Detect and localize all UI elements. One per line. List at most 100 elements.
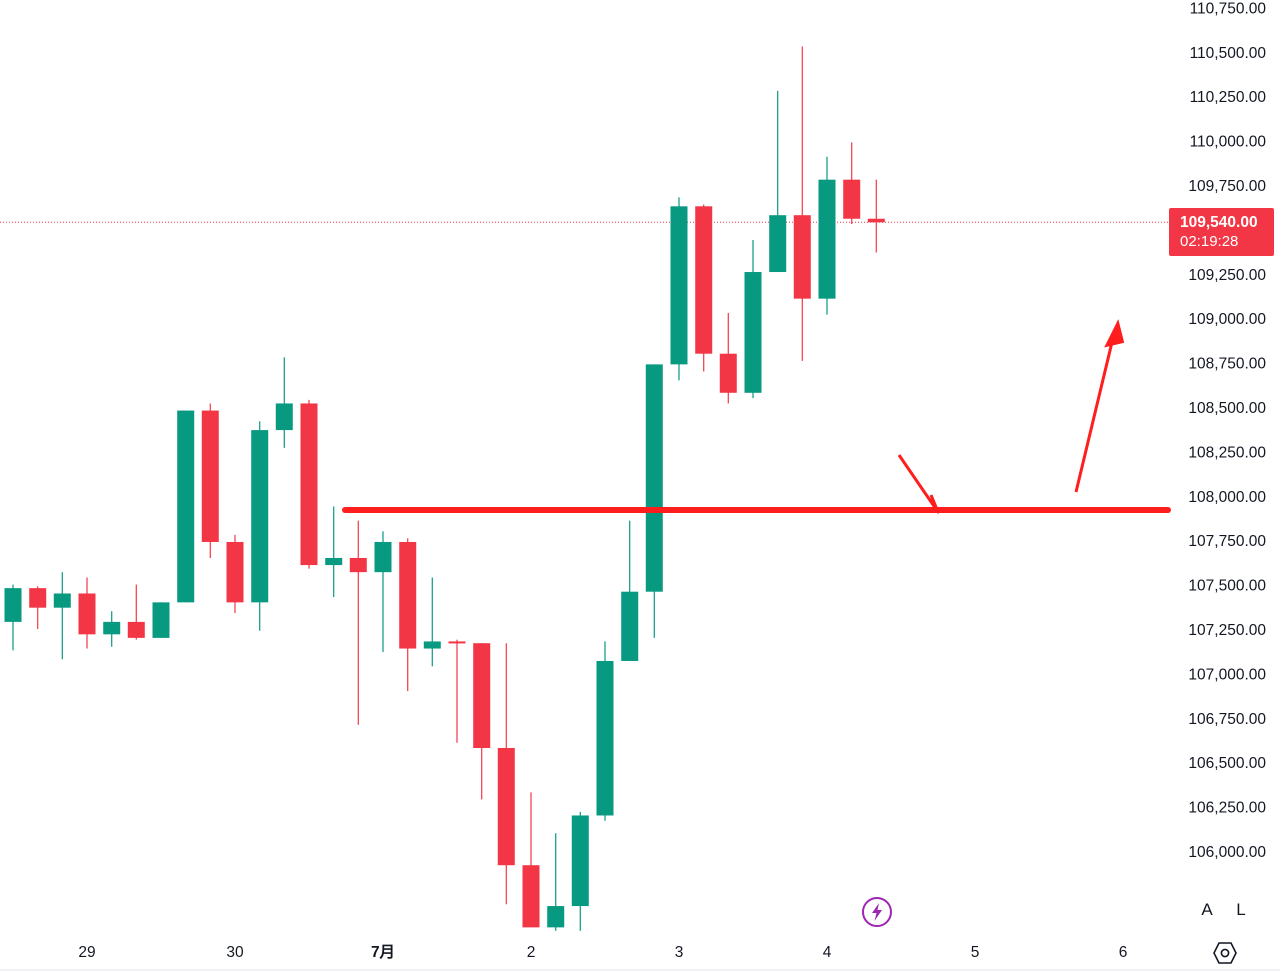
candle-body [645,364,663,592]
lightning-icon[interactable] [861,896,893,928]
candle [423,577,441,667]
candle-body [843,179,861,219]
price-tick-label: 110,000.00 [1190,134,1267,151]
candle [177,410,195,603]
price-tick-label: 108,000.00 [1188,489,1266,506]
candle-body [596,660,614,816]
price-tick-label: 108,500.00 [1188,400,1266,417]
candle [497,643,515,905]
candle [325,506,343,598]
candle [53,572,71,660]
price-tick-label: 106,500.00 [1188,755,1266,772]
price-tick-label: 109,000.00 [1188,311,1266,328]
candle [843,142,861,225]
price-axis[interactable]: 110,750.00 110,500.00 110,250.00 110,000.00… [1188,0,1266,861]
price-tick-label: 107,500.00 [1188,578,1266,595]
candle-body [769,215,787,273]
candle [695,204,713,372]
candle [571,811,589,931]
time-tick-label: 3 [675,944,684,961]
candle-countdown: 02:19:28 [1180,233,1239,250]
candle-body [522,865,540,928]
pullback-arrow [897,454,940,514]
candle-body [621,591,639,661]
candle [621,520,639,661]
candle-body [399,541,417,649]
price-tick-label: 110,750.00 [1190,0,1267,17]
candle [201,403,219,558]
candle [78,577,96,649]
candle [29,586,47,629]
candle-body [4,588,22,622]
price-tick-label: 108,750.00 [1188,356,1266,373]
candle [300,399,318,569]
candle [399,538,417,692]
time-tick-label: 6 [1119,944,1128,961]
time-tick-label: 2 [527,944,536,961]
candle [744,240,762,399]
time-tick-label: 4 [823,944,832,961]
candle [226,534,244,614]
candle [152,602,170,638]
price-tick-label: 110,250.00 [1190,89,1267,106]
candle-body [670,206,688,365]
candle [473,643,491,800]
price-tick-label: 106,750.00 [1188,711,1266,728]
candle-body [571,815,589,907]
auto-scale-button[interactable]: A [1194,896,1220,924]
candle-body [300,403,318,566]
candle-body [473,643,491,748]
candle [4,584,22,651]
candle-body [423,641,441,649]
candle [547,833,565,931]
time-tick-label: 29 [78,944,95,961]
candle-body [867,218,885,223]
price-tick-label: 106,000.00 [1188,844,1266,861]
candle [719,312,737,404]
candle [522,792,540,928]
current-price-tag: 109,540.00 02:19:28 [1169,208,1274,256]
price-tick-label: 108,250.00 [1188,444,1266,461]
candle [670,197,688,381]
candle-body [78,593,96,635]
candle-body [201,410,219,542]
candle-body [793,215,811,299]
breakout-arrow-head [1104,319,1125,348]
breakout-arrow-shaft [1074,337,1115,493]
price-tick-label: 107,250.00 [1188,622,1266,639]
candle [103,611,121,647]
candles-layer [4,46,885,931]
price-tick-label: 107,000.00 [1188,666,1266,683]
candle [645,364,663,638]
candle-body [325,557,343,566]
candle [867,179,885,253]
candle-body [818,179,836,299]
candle-body [251,430,269,603]
candle-body [547,906,565,928]
candle-body [103,621,121,635]
price-tick-label: 106,250.00 [1188,800,1266,817]
candle-body [497,747,515,866]
candle-body [275,403,293,431]
candle [769,90,787,273]
candle-body [349,557,367,573]
time-tick-label: 7月 [371,943,395,961]
candle [251,421,269,631]
time-axis[interactable]: 29 30 7月 2 3 4 5 6 [0,943,1280,971]
candle [793,46,811,361]
candle-body [719,353,737,393]
time-tick-label: 5 [971,944,980,961]
annotation-layer [342,319,1171,514]
settings-icon[interactable] [1212,940,1238,966]
candle-body [448,641,466,644]
candle-body [695,206,713,354]
price-tick-label: 110,500.00 [1190,45,1267,62]
candle [374,531,392,653]
candle [127,584,145,640]
candle-body [226,541,244,603]
log-scale-button[interactable]: L [1228,896,1254,924]
price-tick-label: 107,750.00 [1188,533,1266,550]
candle-body [152,602,170,638]
